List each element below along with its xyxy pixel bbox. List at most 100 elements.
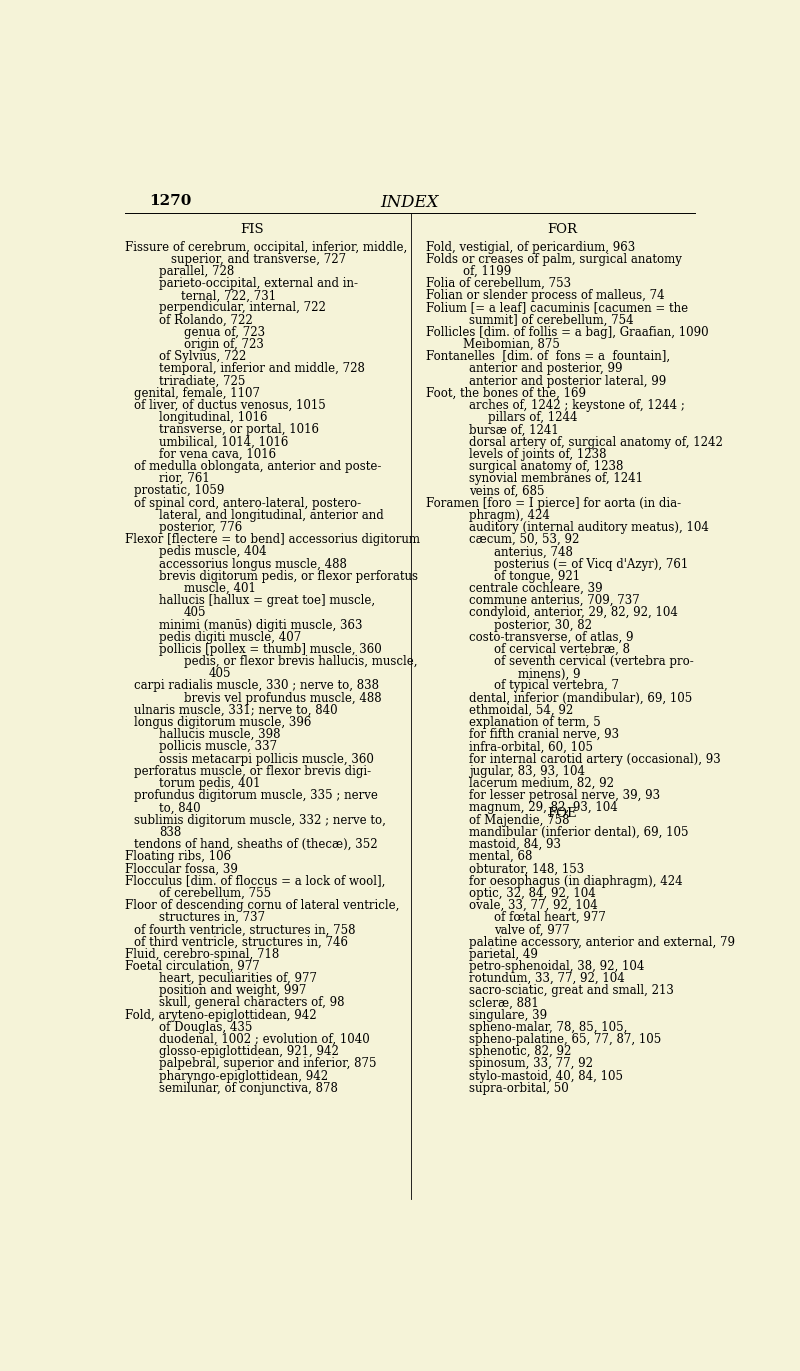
Text: dental, inferior (mandibular), 69, 105: dental, inferior (mandibular), 69, 105 (469, 691, 692, 705)
Text: condyloid, anterior, 29, 82, 92, 104: condyloid, anterior, 29, 82, 92, 104 (469, 606, 678, 620)
Text: spheno-palatine, 65, 77, 87, 105: spheno-palatine, 65, 77, 87, 105 (469, 1034, 661, 1046)
Text: pollicis [pollex = thumb] muscle, 360: pollicis [pollex = thumb] muscle, 360 (159, 643, 382, 655)
Text: FOE: FOE (547, 808, 577, 820)
Text: perforatus muscle, or flexor brevis digi-: perforatus muscle, or flexor brevis digi… (134, 765, 371, 777)
Text: semilunar, of conjunctiva, 878: semilunar, of conjunctiva, 878 (159, 1082, 338, 1095)
Text: structures in, 737: structures in, 737 (159, 912, 265, 924)
Text: explanation of term, 5: explanation of term, 5 (469, 716, 601, 729)
Text: prostatic, 1059: prostatic, 1059 (134, 484, 225, 498)
Text: pedis, or flexor brevis hallucis, muscle,: pedis, or flexor brevis hallucis, muscle… (184, 655, 418, 668)
Text: Folian or slender process of malleus, 74: Folian or slender process of malleus, 74 (426, 289, 664, 302)
Text: auditory (internal auditory meatus), 104: auditory (internal auditory meatus), 104 (469, 521, 709, 533)
Text: perpendicular, internal, 722: perpendicular, internal, 722 (159, 302, 326, 314)
Text: anterior and posterior lateral, 99: anterior and posterior lateral, 99 (469, 374, 666, 388)
Text: centrale cochleare, 39: centrale cochleare, 39 (469, 581, 602, 595)
Text: of liver, of ductus venosus, 1015: of liver, of ductus venosus, 1015 (134, 399, 326, 413)
Text: pollicis muscle, 337: pollicis muscle, 337 (159, 740, 277, 754)
Text: Flexor [flectere = to bend] accessorius digitorum: Flexor [flectere = to bend] accessorius … (125, 533, 420, 546)
Text: scleræ, 881: scleræ, 881 (469, 997, 538, 1009)
Text: posterior, 776: posterior, 776 (159, 521, 242, 533)
Text: anterior and posterior, 99: anterior and posterior, 99 (469, 362, 622, 376)
Text: profundus digitorum muscle, 335 ; nerve: profundus digitorum muscle, 335 ; nerve (134, 790, 378, 802)
Text: brevis digitorum pedis, or flexor perforatus: brevis digitorum pedis, or flexor perfor… (159, 570, 418, 583)
Text: of tongue, 921: of tongue, 921 (494, 570, 580, 583)
Text: of fourth ventricle, structures in, 758: of fourth ventricle, structures in, 758 (134, 923, 356, 936)
Text: tendons of hand, sheaths of (thecæ), 352: tendons of hand, sheaths of (thecæ), 352 (134, 838, 378, 851)
Text: Follicles [dim. of follis = a bag], Graafian, 1090: Follicles [dim. of follis = a bag], Graa… (426, 326, 708, 339)
Text: longitudinal, 1016: longitudinal, 1016 (159, 411, 267, 424)
Text: ethmoidal, 54, 92: ethmoidal, 54, 92 (469, 703, 573, 717)
Text: of medulla oblongata, anterior and poste-: of medulla oblongata, anterior and poste… (134, 461, 382, 473)
Text: petro-sphenoidal, 38, 92, 104: petro-sphenoidal, 38, 92, 104 (469, 960, 644, 973)
Text: hallucis muscle, 398: hallucis muscle, 398 (159, 728, 280, 742)
Text: infra-orbital, 60, 105: infra-orbital, 60, 105 (469, 740, 593, 754)
Text: INDEX: INDEX (381, 195, 439, 211)
Text: 405: 405 (209, 668, 231, 680)
Text: rotundum, 33, 77, 92, 104: rotundum, 33, 77, 92, 104 (469, 972, 625, 986)
Text: palatine accessory, anterior and external, 79: palatine accessory, anterior and externa… (469, 935, 735, 949)
Text: stylo-mastoid, 40, 84, 105: stylo-mastoid, 40, 84, 105 (469, 1069, 623, 1083)
Text: skull, general characters of, 98: skull, general characters of, 98 (159, 997, 344, 1009)
Text: singulare, 39: singulare, 39 (469, 1009, 547, 1021)
Text: genital, female, 1107: genital, female, 1107 (134, 387, 260, 400)
Text: 838: 838 (159, 825, 181, 839)
Text: pedis muscle, 404: pedis muscle, 404 (159, 546, 266, 558)
Text: for internal carotid artery (occasional), 93: for internal carotid artery (occasional)… (469, 753, 721, 765)
Text: minimi (manūs) digiti muscle, 363: minimi (manūs) digiti muscle, 363 (159, 618, 362, 632)
Text: of Rolando, 722: of Rolando, 722 (159, 314, 253, 326)
Text: for lesser petrosal nerve, 39, 93: for lesser petrosal nerve, 39, 93 (469, 790, 660, 802)
Text: Floor of descending cornu of lateral ventricle,: Floor of descending cornu of lateral ven… (125, 899, 399, 912)
Text: Foramen [foro = I pierce] for aorta (in dia-: Foramen [foro = I pierce] for aorta (in … (426, 496, 681, 510)
Text: of spinal cord, antero-lateral, postero-: of spinal cord, antero-lateral, postero- (134, 496, 362, 510)
Text: to, 840: to, 840 (159, 802, 201, 814)
Text: torum pedis, 401: torum pedis, 401 (159, 777, 260, 790)
Text: sacro-sciatic, great and small, 213: sacro-sciatic, great and small, 213 (469, 984, 674, 997)
Text: muscle, 401: muscle, 401 (184, 581, 255, 595)
Text: sublimis digitorum muscle, 332 ; nerve to,: sublimis digitorum muscle, 332 ; nerve t… (134, 813, 386, 827)
Text: Folium [= a leaf] cacuminis [cacumen = the: Folium [= a leaf] cacuminis [cacumen = t… (426, 302, 688, 314)
Text: of cerebellum, 755: of cerebellum, 755 (159, 887, 271, 899)
Text: mental, 68: mental, 68 (469, 850, 532, 864)
Text: heart, peculiarities of, 977: heart, peculiarities of, 977 (159, 972, 317, 986)
Text: of third ventricle, structures in, 746: of third ventricle, structures in, 746 (134, 935, 348, 949)
Text: anterius, 748: anterius, 748 (494, 546, 573, 558)
Text: of Sylvius, 722: of Sylvius, 722 (159, 350, 246, 363)
Text: sphenotic, 82, 92: sphenotic, 82, 92 (469, 1045, 571, 1058)
Text: superior, and transverse, 727: superior, and transverse, 727 (171, 252, 346, 266)
Text: ovale, 33, 77, 92, 104: ovale, 33, 77, 92, 104 (469, 899, 598, 912)
Text: Fontanelles  [dim. of  fons = a  fountain],: Fontanelles [dim. of fons = a fountain], (426, 350, 670, 363)
Text: for vena cava, 1016: for vena cava, 1016 (159, 448, 276, 461)
Text: dorsal artery of, surgical anatomy of, 1242: dorsal artery of, surgical anatomy of, 1… (469, 436, 722, 448)
Text: magnum, 29, 82, 93, 104: magnum, 29, 82, 93, 104 (469, 802, 618, 814)
Text: of typical vertebra, 7: of typical vertebra, 7 (494, 680, 618, 692)
Text: genua of, 723: genua of, 723 (184, 326, 265, 339)
Text: spinosum, 33, 77, 92: spinosum, 33, 77, 92 (469, 1057, 593, 1071)
Text: supra-orbital, 50: supra-orbital, 50 (469, 1082, 569, 1095)
Text: parieto-occipital, external and in-: parieto-occipital, external and in- (159, 277, 358, 291)
Text: Meibomian, 875: Meibomian, 875 (462, 339, 559, 351)
Text: 405: 405 (184, 606, 206, 620)
Text: commune anterius, 709, 737: commune anterius, 709, 737 (469, 594, 640, 607)
Text: spheno-malar, 78, 85, 105,: spheno-malar, 78, 85, 105, (469, 1021, 627, 1034)
Text: phragm), 424: phragm), 424 (469, 509, 550, 522)
Text: carpi radialis muscle, 330 ; nerve to, 838: carpi radialis muscle, 330 ; nerve to, 8… (134, 680, 379, 692)
Text: ternal, 722, 731: ternal, 722, 731 (181, 289, 276, 302)
Text: Fold, aryteno-epiglottidean, 942: Fold, aryteno-epiglottidean, 942 (125, 1009, 317, 1021)
Text: for fifth cranial nerve, 93: for fifth cranial nerve, 93 (469, 728, 619, 742)
Text: hallucis [hallux = great toe] muscle,: hallucis [hallux = great toe] muscle, (159, 594, 375, 607)
Text: surgical anatomy of, 1238: surgical anatomy of, 1238 (469, 461, 623, 473)
Text: origin of, 723: origin of, 723 (184, 339, 263, 351)
Text: brevis vel profundus muscle, 488: brevis vel profundus muscle, 488 (184, 691, 382, 705)
Text: costo-transverse, of atlas, 9: costo-transverse, of atlas, 9 (469, 631, 634, 644)
Text: pharyngo-epiglottidean, 942: pharyngo-epiglottidean, 942 (159, 1069, 328, 1083)
Text: summit] of cerebellum, 754: summit] of cerebellum, 754 (469, 314, 634, 326)
Text: Foetal circulation, 977: Foetal circulation, 977 (125, 960, 259, 973)
Text: FOR: FOR (547, 222, 577, 236)
Text: of fœtal heart, 977: of fœtal heart, 977 (494, 912, 606, 924)
Text: longus digitorum muscle, 396: longus digitorum muscle, 396 (134, 716, 311, 729)
Text: veins of, 685: veins of, 685 (469, 484, 544, 498)
Text: Floccular fossa, 39: Floccular fossa, 39 (125, 862, 238, 875)
Text: jugular, 83, 93, 104: jugular, 83, 93, 104 (469, 765, 585, 777)
Text: cæcum, 50, 53, 92: cæcum, 50, 53, 92 (469, 533, 579, 546)
Text: lateral, and longitudinal, anterior and: lateral, and longitudinal, anterior and (159, 509, 384, 522)
